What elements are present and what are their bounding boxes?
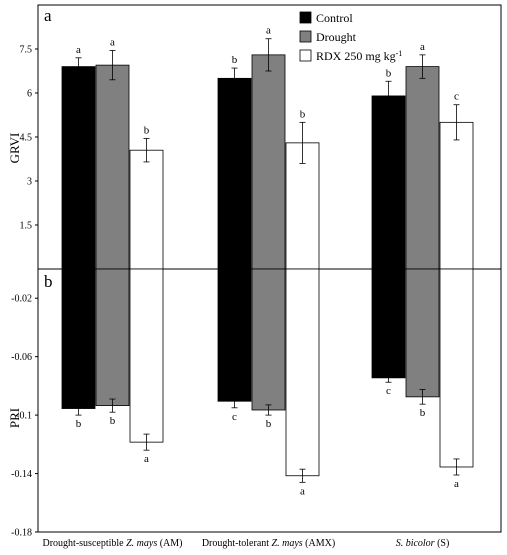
- significance-letter: a: [144, 453, 149, 465]
- category-label: Drought-tolerant Z. mays (AMX): [202, 538, 335, 549]
- y-tick-label-a: 1.5: [20, 221, 33, 232]
- significance-letter: a: [266, 25, 271, 37]
- chart-marks: a b GRVI PRI 1.5 3 4.5 6 7.5 -0.02 -0.06 -0.1 -0.14 -…: [7, 6, 474, 549]
- legend-label-text: Control: [316, 11, 353, 25]
- bar: [217, 268, 252, 402]
- bar: [439, 268, 474, 468]
- significance-letter: b: [266, 418, 272, 430]
- bar: [405, 268, 440, 398]
- y-tick-label-b: -0.14: [11, 469, 32, 480]
- significance-letter: b: [300, 108, 306, 120]
- legend-swatch: [299, 30, 312, 43]
- significance-letter: a: [420, 41, 425, 53]
- y-tick-label-b: -0.1: [16, 411, 32, 422]
- bar: [371, 95, 406, 270]
- y-axis-title-a: GRVI: [7, 133, 22, 164]
- legend: Control Drought RDX 250 mg kg-1: [299, 11, 402, 63]
- bar: [217, 77, 252, 270]
- significance-letter: b: [144, 124, 150, 136]
- legend-label-text: Drought: [316, 30, 357, 44]
- y-tick-label-a: 6: [27, 89, 32, 100]
- bar: [129, 149, 164, 270]
- category-label: S. bicolor (S): [396, 538, 450, 549]
- category-label-species: S. bicolor: [396, 538, 435, 549]
- bar: [61, 268, 96, 409]
- bar: [251, 268, 286, 411]
- bar: [95, 64, 130, 270]
- significance-letter: c: [454, 91, 459, 103]
- legend-label-superscript: -1: [396, 49, 403, 58]
- significance-letter: b: [76, 418, 82, 430]
- y-tick-label-a: 3: [27, 177, 32, 188]
- legend-label-text: RDX 250 mg kg: [316, 49, 396, 63]
- category-label-part: (AMX): [303, 538, 336, 549]
- y-tick-label-b: -0.06: [11, 352, 32, 363]
- significance-letter: b: [232, 54, 238, 66]
- bar: [371, 268, 406, 379]
- bar: [61, 66, 96, 270]
- y-axis-title-b: PRI: [7, 408, 22, 428]
- significance-letter: a: [76, 44, 81, 56]
- bar: [251, 54, 286, 270]
- significance-letter: c: [386, 385, 391, 397]
- category-label-part: Drought-susceptible: [43, 538, 127, 549]
- significance-letter: c: [232, 411, 237, 423]
- category-label-part: Drought-tolerant: [202, 538, 272, 549]
- category-label-part: (AM): [157, 538, 182, 549]
- significance-letter: a: [110, 36, 115, 48]
- category-label-part: (S): [435, 538, 450, 549]
- category-label-species: Z. mays: [272, 538, 303, 549]
- legend-swatch: [299, 11, 312, 24]
- legend-label: RDX 250 mg kg-1: [316, 49, 402, 63]
- bar: [95, 268, 130, 407]
- legend-label: Control: [316, 11, 353, 25]
- y-tick-label-a: 4.5: [20, 133, 33, 144]
- legend-label: Drought: [316, 30, 357, 44]
- y-tick-label-b: -0.02: [11, 294, 32, 305]
- significance-letter: a: [300, 485, 305, 497]
- panel-a-label: a: [44, 6, 52, 25]
- bar: [439, 121, 474, 270]
- panel-b-label: b: [44, 272, 53, 291]
- category-label: Drought-susceptible Z. mays (AM): [43, 538, 183, 549]
- bar: [405, 66, 440, 270]
- significance-letter: b: [420, 407, 426, 419]
- significance-letter: a: [454, 478, 459, 490]
- legend-swatch: [299, 49, 312, 62]
- significance-letter: b: [110, 415, 116, 427]
- bar: [129, 268, 164, 443]
- bar: [285, 268, 320, 477]
- category-label-species: Z. mays: [126, 538, 157, 549]
- y-tick-label-b: -0.18: [11, 528, 32, 539]
- significance-letter: b: [386, 67, 392, 79]
- y-tick-label-a: 7.5: [20, 45, 33, 56]
